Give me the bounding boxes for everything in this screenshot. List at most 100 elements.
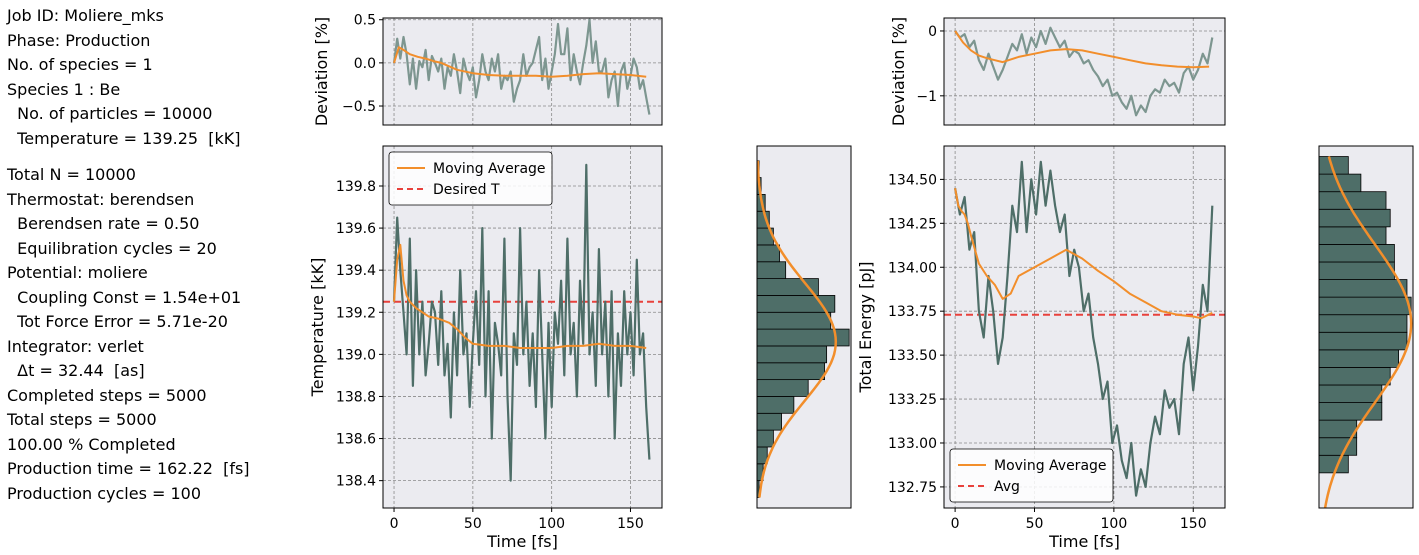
plot-area-energy_deviation [944,18,1225,125]
x-tick-label: 150 [1180,516,1207,532]
info-line: Phase: Production [7,30,151,50]
histogram-bar [1319,331,1408,351]
y-tick-label: 139.2 [336,305,376,321]
legend-label: Moving Average [433,161,546,177]
x-tick-label: 50 [1026,516,1044,532]
legend-box [949,448,1114,503]
info-line: Job ID: Moliere_mks [7,6,164,25]
axes-frame [382,145,663,509]
info-line: Berendsen rate = 0.50 [7,214,200,233]
histogram-bar [757,396,795,414]
x-axis-label: Time [fs] [1048,532,1120,551]
info-line: Production time = 162.22 [fs] [7,459,250,478]
info-line: Integrator: verlet [7,336,144,356]
y-tick-label: 139.4 [336,263,376,279]
signal-line [392,18,651,115]
legend-box [388,151,553,206]
histogram-bar [1319,314,1408,333]
y-axis-label: Total Energy [pJ] [856,262,875,394]
info-line: Thermostat: berendsen [7,189,195,209]
axes-frame [1318,145,1414,509]
histogram-bar [1319,349,1399,368]
y-tick-label: 0.0 [354,56,376,72]
info-line: Total steps = 5000 [7,410,157,429]
histogram-bar [1319,367,1391,386]
y-tick-label: 0 [928,24,937,40]
histogram-bar [1319,384,1383,403]
x-tick-label: 100 [538,516,565,532]
gaussian-fit-curve [1323,156,1413,508]
y-tick-label: 139.6 [336,221,376,237]
signal-line [392,163,651,482]
info-line: No. of species = 1 [7,55,153,74]
plot-area-total_energy [944,146,1225,508]
histogram-bar [1319,454,1349,474]
info-line: Tot Force Error = 5.71e-20 [7,312,228,331]
x-tick-label: 50 [464,516,482,532]
info-line: Production cycles = 100 [7,483,202,503]
y-tick-label: 134.25 [888,216,937,232]
histogram-bar [757,345,828,364]
histogram-bar [757,244,780,263]
info-line: 100.00 % Completed [7,434,176,454]
moving-average-line [954,30,1210,69]
legend-label: Desired T [433,182,500,198]
moving-average-line [954,188,1213,320]
signal-line [954,160,1214,497]
histogram-bar [1319,191,1387,210]
y-axis-label: Deviation [%] [889,17,908,126]
x-tick-label: 100 [1101,516,1128,532]
grid-energy_deviation [944,18,1225,125]
y-axis-label: Temperature [kK] [308,258,327,398]
y-tick-label: 134.50 [888,172,937,188]
info-line: Total N = 10000 [7,165,136,184]
info-line: Coupling Const = 1.54e+01 [7,287,242,307]
info-line: No. of particles = 10000 [7,104,213,123]
info-line: Equilibration cycles = 20 [7,238,217,258]
histogram-bar [757,412,782,431]
y-tick-label: 133.00 [888,436,937,452]
info-line: Temperature = 139.25 [kK] [7,128,241,148]
y-tick-label: 133.50 [888,348,937,364]
histogram-bar [757,278,819,296]
histogram-bar [1319,296,1412,316]
histogram-bar [757,261,787,279]
y-tick-label: 0.5 [354,13,376,29]
y-tick-label: 139.8 [336,179,376,195]
y-axis-label: Deviation [%] [312,17,331,126]
histogram-bar [757,429,774,448]
axes-frame [382,17,663,126]
info-line: Δt = 32.44 [as] [7,361,145,380]
gaussian-fit-curve [757,160,838,498]
x-tick-label: 150 [617,516,644,532]
histogram-bar [757,311,832,330]
y-tick-label: 139.0 [336,347,376,363]
histogram-bar [1319,419,1358,439]
moving-average-line [393,243,647,349]
y-tick-label: 134.00 [888,260,937,276]
y-tick-label: 138.8 [336,389,376,405]
grid-temp_deviation [383,18,662,125]
histogram-bar [1319,244,1395,263]
legend-label: Moving Average [994,458,1107,474]
histogram-bar [1319,279,1408,298]
histogram-bar [757,446,768,465]
y-tick-label: 133.25 [888,392,937,408]
histogram-bar [757,379,809,397]
axes-frame [943,145,1226,509]
legend-label: Avg [994,479,1020,495]
moving-average-line [393,46,647,78]
run-info-panel: Job ID: Moliere_mks Phase: Production No. … [7,4,297,506]
info-line: Completed steps = 5000 [7,385,207,405]
histogram-bar [1319,226,1387,245]
signal-line [954,26,1214,117]
y-tick-label: 138.6 [336,432,376,448]
y-tick-label: −1 [916,89,937,105]
y-tick-label: 132.75 [888,480,937,496]
histogram-bar [1319,208,1391,228]
info-line: Species 1 : Be [7,79,121,99]
histogram-bar [1319,261,1395,280]
x-tick-label: 0 [390,516,399,532]
axes-frame [756,145,852,509]
axes-frame [943,17,1226,126]
